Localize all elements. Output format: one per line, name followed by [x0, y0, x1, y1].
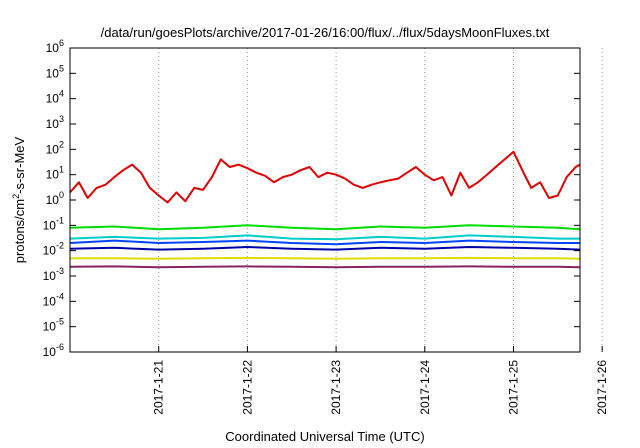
y-tick-label: 10-1 [43, 215, 64, 232]
y-tick-label: 10-2 [43, 241, 64, 258]
y-axis-title: protons/cm2-s-sr-MeV [11, 136, 27, 263]
series-line-6 [70, 256, 581, 260]
y-tick-label: 10-5 [43, 317, 64, 334]
x-tick-label: 2017-1-21 [152, 360, 166, 415]
series-line-1 [69, 150, 581, 204]
y-tick-label: 106 [46, 38, 64, 55]
x-axis-ticks: 2017-1-21 2017-1-22 2017-1-23 2017-1-24 2017… [152, 346, 609, 415]
x-tick-label: 2017-1-24 [418, 360, 432, 415]
series-line-3 [69, 234, 580, 241]
y-tick-label: 10-6 [43, 342, 64, 359]
y-tick-label: 10-3 [43, 266, 64, 283]
y-tick-label: 105 [46, 63, 64, 80]
x-tick-label: 2017-1-25 [506, 360, 520, 415]
grid-lines [158, 48, 603, 352]
plot-frame [69, 47, 581, 353]
y-axis-ticks: 10-6 10-5 10-4 10-3 10-2 10-1 100 101 102 103 104 1… [43, 38, 580, 359]
chart-title: /data/run/goesPlots/archive/2017-01-26/1… [101, 25, 550, 40]
series-line-5 [69, 246, 581, 251]
x-tick-label: 2017-1-23 [329, 360, 343, 415]
series-line-2 [69, 224, 581, 231]
y-tick-label: 10-4 [43, 291, 64, 308]
y-axis-title-prefix: protons/cm [12, 199, 27, 263]
series-line-4 [69, 239, 580, 246]
y-axis-title-sup: 2 [11, 194, 21, 199]
x-tick-label: 2017-1-26 [595, 360, 609, 415]
y-axis-title-suffix: -s-sr-MeV [12, 136, 27, 193]
y-tick-label: 100 [46, 190, 64, 207]
series-group [69, 150, 581, 269]
y-tick-label: 103 [46, 114, 64, 131]
x-axis-title: Coordinated Universal Time (UTC) [225, 429, 424, 444]
y-tick-label: 101 [46, 165, 64, 182]
y-tick-label: 104 [46, 89, 64, 106]
series-line-7 [69, 265, 581, 269]
y-tick-label: 102 [46, 139, 64, 156]
x-tick-label: 2017-1-22 [240, 360, 254, 415]
